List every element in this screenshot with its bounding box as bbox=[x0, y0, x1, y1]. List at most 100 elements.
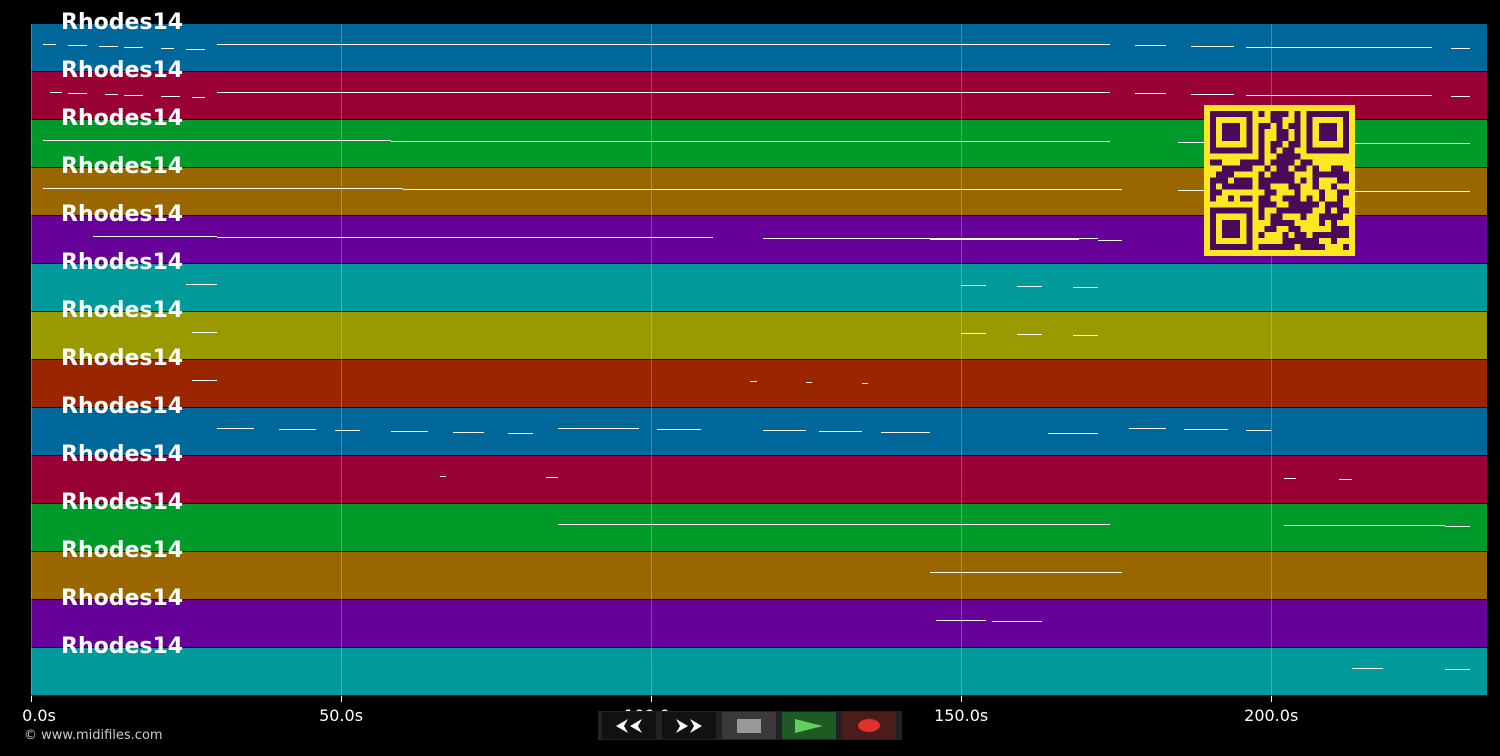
grid-line bbox=[341, 24, 343, 696]
rewind-button[interactable] bbox=[602, 712, 656, 739]
note bbox=[762, 430, 807, 431]
track-label: Rhodes14 bbox=[61, 442, 184, 467]
note bbox=[1134, 45, 1166, 46]
note bbox=[1283, 478, 1296, 479]
record-button[interactable] bbox=[842, 712, 896, 739]
note bbox=[1271, 143, 1470, 144]
note bbox=[861, 383, 869, 384]
note bbox=[1097, 240, 1123, 241]
note bbox=[68, 93, 87, 94]
note bbox=[1047, 433, 1098, 434]
note bbox=[43, 188, 404, 189]
note bbox=[961, 285, 986, 286]
note bbox=[750, 381, 757, 382]
track-lane bbox=[31, 456, 1487, 504]
playback-controls bbox=[598, 711, 902, 740]
fast-forward-icon bbox=[676, 718, 702, 733]
tick-mark bbox=[1271, 696, 1273, 702]
note bbox=[1190, 46, 1234, 47]
note bbox=[192, 380, 218, 381]
play-button[interactable] bbox=[782, 712, 836, 739]
note bbox=[192, 332, 218, 333]
rewind-icon bbox=[616, 718, 642, 733]
note bbox=[930, 239, 1079, 240]
note bbox=[1134, 93, 1166, 94]
track-label: Rhodes14 bbox=[61, 250, 184, 275]
track-label: Rhodes14 bbox=[61, 394, 184, 419]
note bbox=[1072, 287, 1098, 288]
note bbox=[1016, 334, 1042, 335]
note bbox=[508, 433, 534, 434]
tick-label: 200.0s bbox=[1244, 706, 1299, 725]
note bbox=[93, 236, 218, 237]
track-lane bbox=[31, 360, 1487, 408]
note bbox=[99, 46, 118, 47]
track-label: Rhodes14 bbox=[61, 106, 184, 131]
note bbox=[1016, 286, 1042, 287]
note bbox=[1444, 669, 1470, 670]
note bbox=[124, 47, 143, 48]
track-label: Rhodes14 bbox=[61, 298, 184, 323]
note bbox=[161, 48, 174, 49]
note bbox=[390, 141, 1110, 142]
note bbox=[1283, 525, 1445, 526]
track-label: Rhodes14 bbox=[61, 490, 184, 515]
note bbox=[1072, 335, 1098, 336]
note bbox=[403, 189, 1123, 190]
note bbox=[334, 430, 360, 431]
note bbox=[186, 49, 205, 50]
track-lane bbox=[31, 504, 1487, 552]
tick-mark bbox=[961, 696, 963, 702]
track-lane bbox=[31, 264, 1487, 312]
note bbox=[558, 428, 639, 429]
tick-label: 50.0s bbox=[319, 706, 364, 725]
note bbox=[880, 432, 931, 433]
tick-label: 0.0s bbox=[22, 706, 56, 725]
copyright-text: © www.midifiles.com bbox=[24, 728, 163, 743]
note bbox=[1271, 191, 1470, 192]
track-label: Rhodes14 bbox=[61, 538, 184, 563]
note bbox=[1246, 95, 1433, 96]
track-lane bbox=[31, 600, 1487, 648]
tick-mark bbox=[31, 696, 32, 702]
piano-roll bbox=[31, 24, 1487, 696]
note bbox=[818, 431, 862, 432]
note bbox=[1351, 668, 1383, 669]
note bbox=[1246, 430, 1272, 431]
track-lane bbox=[31, 312, 1487, 360]
grid-line bbox=[31, 24, 32, 696]
note bbox=[558, 524, 1110, 525]
tick-mark bbox=[341, 696, 343, 702]
note bbox=[49, 92, 62, 93]
fast-forward-button[interactable] bbox=[662, 712, 716, 739]
record-icon bbox=[858, 719, 880, 732]
note bbox=[545, 477, 559, 478]
note bbox=[992, 621, 1042, 622]
note bbox=[1451, 48, 1470, 49]
note bbox=[1451, 96, 1470, 97]
grid-line bbox=[961, 24, 963, 696]
note bbox=[1184, 429, 1228, 430]
note bbox=[43, 140, 391, 141]
note bbox=[1246, 47, 1433, 48]
track-label: Rhodes14 bbox=[61, 634, 184, 659]
note bbox=[936, 620, 986, 621]
tick-label: 150.0s bbox=[934, 706, 989, 725]
stop-button[interactable] bbox=[722, 712, 776, 739]
track-label: Rhodes14 bbox=[61, 58, 184, 83]
note bbox=[161, 96, 180, 97]
note bbox=[105, 94, 118, 95]
track-label: Rhodes14 bbox=[61, 586, 184, 611]
track-lane bbox=[31, 24, 1487, 72]
note bbox=[43, 44, 56, 45]
note bbox=[186, 284, 218, 285]
note bbox=[217, 92, 1110, 93]
play-icon bbox=[795, 718, 823, 733]
note bbox=[657, 429, 701, 430]
track-lane bbox=[31, 648, 1487, 696]
note bbox=[1128, 428, 1166, 429]
note bbox=[390, 431, 428, 432]
track-lane bbox=[31, 408, 1487, 456]
note bbox=[1190, 94, 1234, 95]
track-label: Rhodes14 bbox=[61, 346, 184, 371]
